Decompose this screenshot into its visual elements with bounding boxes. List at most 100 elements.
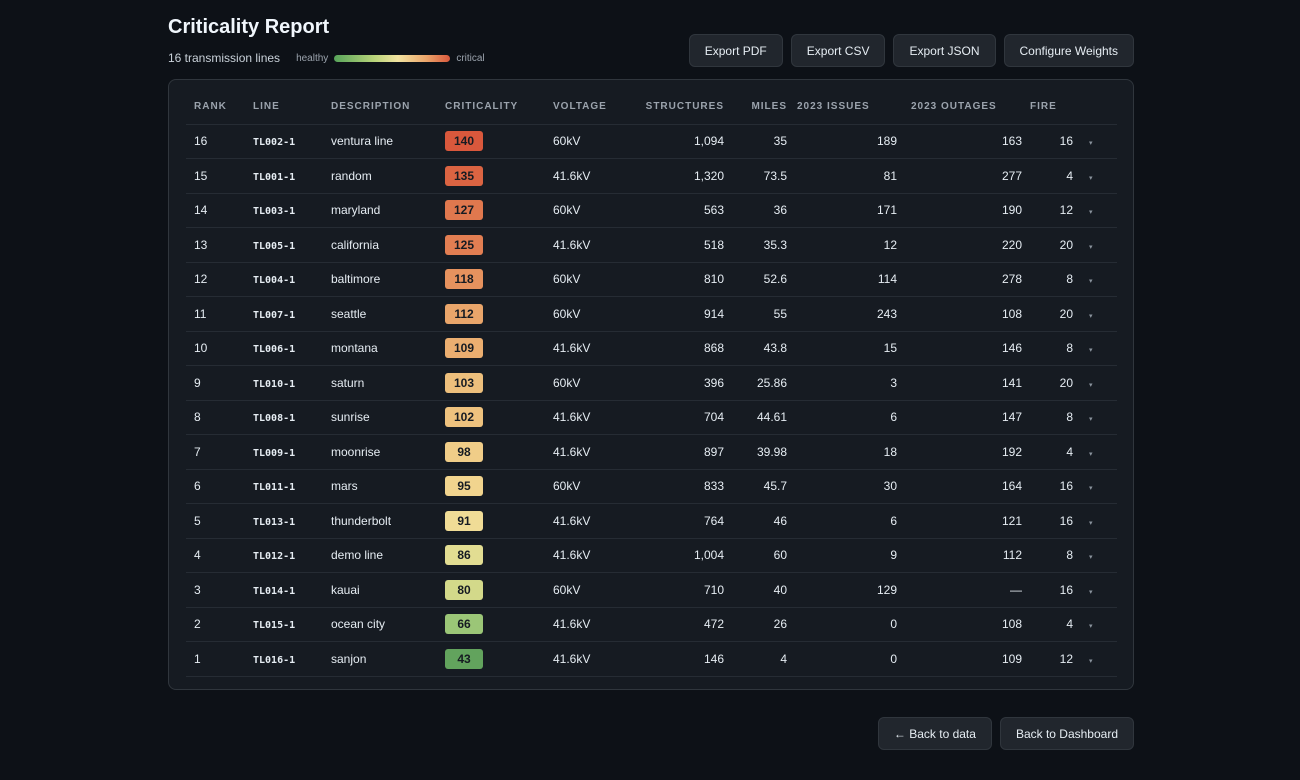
table-header-row: RANK LINE DESCRIPTION CRITICALITY VOLTAG… [186, 90, 1117, 125]
table-row[interactable]: 7 TL009-1 moonrise 98 41.6kV 897 39.98 18 192 4 ▾ [186, 434, 1117, 470]
expand-row-toggle[interactable]: ▾ [1073, 262, 1117, 297]
voltage-cell: 41.6kV [545, 607, 645, 642]
expand-row-toggle[interactable]: ▾ [1073, 124, 1117, 159]
table-row[interactable]: 5 TL013-1 thunderbolt 91 41.6kV 764 46 6 121 16 ▾ [186, 503, 1117, 539]
header-miles[interactable]: MILES [724, 90, 787, 125]
fire-cell: 20 [1022, 365, 1073, 401]
table-row[interactable]: 3 TL014-1 kauai 80 60kV 710 40 129—16 ▾ [186, 572, 1117, 608]
expand-row-toggle[interactable]: ▾ [1073, 572, 1117, 608]
criticality-badge: 102 [445, 407, 483, 428]
rank-cell: 9 [186, 365, 245, 401]
header-rank[interactable]: RANK [186, 90, 245, 125]
expand-row-toggle[interactable]: ▾ [1073, 641, 1117, 677]
criticality-cell: 43 [437, 641, 545, 677]
back-to-data-button[interactable]: ← Back to data [877, 717, 992, 750]
header-voltage[interactable]: VOLTAGE [545, 90, 645, 125]
header-fire[interactable]: FIRE [1022, 90, 1073, 125]
configure-weights-button[interactable]: Configure Weights [1003, 34, 1134, 67]
expand-row-toggle[interactable]: ▾ [1073, 434, 1117, 470]
table-row[interactable]: 1 TL016-1 sanjon 43 41.6kV 146 4 0 109 12 ▾ [186, 641, 1117, 677]
expand-row-toggle[interactable]: ▾ [1073, 607, 1117, 642]
header-criticality[interactable]: CRITICALITY [437, 90, 545, 125]
criticality-cell: 109 [437, 331, 545, 366]
line-id: TL010-1 [253, 378, 296, 390]
issues-cell: 0 [787, 607, 897, 642]
table-row[interactable]: 6 TL011-1 mars 95 60kV 833 45.7 30 164 16 ▾ [186, 469, 1117, 504]
footer-nav: ← Back to data Back to Dashboard [877, 717, 1134, 750]
outages-cell: 121 [897, 503, 1022, 539]
miles-cell: 26 [724, 607, 787, 642]
table-row[interactable]: 9 TL010-1 saturn 103 60kV 396 25.86 3 141 20 ▾ [186, 365, 1117, 401]
expand-row-toggle[interactable]: ▾ [1073, 400, 1117, 435]
description-cell: montana [323, 331, 437, 366]
header-structures[interactable]: STRUCTURES [645, 90, 724, 125]
chevron-down-icon: ▾ [1089, 243, 1093, 251]
structures-cell: 897 [645, 434, 724, 470]
fire-cell: 12 [1022, 193, 1073, 228]
table-row[interactable]: 8 TL008-1 sunrise 102 41.6kV 704 44.61 6 147 8 ▾ [186, 400, 1117, 435]
expand-row-toggle[interactable]: ▾ [1073, 296, 1117, 332]
criticality-cell: 91 [437, 503, 545, 539]
fire-cell: 16 [1022, 124, 1073, 159]
header-outages[interactable]: 2023 OUTAGES [897, 90, 1022, 125]
structures-cell: 710 [645, 572, 724, 608]
header-issues[interactable]: 2023 ISSUES [787, 90, 897, 125]
fire-cell: 12 [1022, 641, 1073, 677]
expand-row-toggle[interactable]: ▾ [1073, 227, 1117, 263]
miles-cell: 60 [724, 538, 787, 573]
criticality-badge: 86 [445, 545, 483, 566]
export-json-button[interactable]: Export JSON [893, 34, 996, 67]
table-row[interactable]: 10 TL006-1 montana 109 41.6kV 868 43.8 15 146 8 ▾ [186, 331, 1117, 366]
fire-cell: 8 [1022, 538, 1073, 573]
line-id: TL005-1 [253, 240, 296, 252]
line-count: 16 transmission lines [168, 51, 281, 65]
expand-row-toggle[interactable]: ▾ [1073, 193, 1117, 228]
line-id: TL008-1 [253, 413, 296, 425]
legend-low-label: healthy [296, 52, 329, 64]
header-line[interactable]: LINE [245, 90, 323, 125]
voltage-cell: 60kV [545, 469, 645, 504]
miles-cell: 73.5 [724, 158, 787, 194]
table-row[interactable]: 12 TL004-1 baltimore 118 60kV 810 52.6 114 278 8 ▾ [186, 262, 1117, 297]
description-cell: ocean city [323, 607, 437, 642]
issues-cell: 129 [787, 572, 897, 608]
table-row[interactable]: 2 TL015-1 ocean city 66 41.6kV 472 26 0 108 4 ▾ [186, 607, 1117, 642]
fire-cell: 16 [1022, 572, 1073, 608]
expand-row-toggle[interactable]: ▾ [1073, 365, 1117, 401]
table-row[interactable]: 14 TL003-1 maryland 127 60kV 563 36 171 190 12 ▾ [186, 193, 1117, 228]
rank-cell: 3 [186, 572, 245, 608]
description-cell: saturn [323, 365, 437, 401]
voltage-cell: 41.6kV [545, 503, 645, 539]
table-row[interactable]: 13 TL005-1 california 125 41.6kV 518 35.3 12 220… [186, 227, 1117, 263]
criticality-cell: 102 [437, 400, 545, 435]
table-row[interactable]: 16 TL002-1 ventura line 140 60kV 1,094 35 189 16… [186, 124, 1117, 159]
issues-cell: 30 [787, 469, 897, 504]
line-id: TL009-1 [253, 447, 296, 459]
export-pdf-button[interactable]: Export PDF [688, 34, 783, 67]
chevron-down-icon: ▾ [1089, 485, 1093, 493]
line-id-cell: TL012-1 [245, 538, 323, 573]
header-description[interactable]: DESCRIPTION [323, 90, 437, 125]
structures-cell: 518 [645, 227, 724, 263]
table-row[interactable]: 4 TL012-1 demo line 86 41.6kV 1,004 60 9 112 8 ▾ [186, 538, 1117, 573]
expand-row-toggle[interactable]: ▾ [1073, 469, 1117, 504]
expand-row-toggle[interactable]: ▾ [1073, 158, 1117, 194]
line-id-cell: TL003-1 [245, 193, 323, 228]
line-id-cell: TL008-1 [245, 400, 323, 435]
criticality-badge: 125 [445, 234, 483, 255]
export-csv-button[interactable]: Export CSV [790, 34, 886, 67]
fire-cell: 8 [1022, 331, 1073, 366]
line-id: TL013-1 [253, 516, 296, 528]
expand-row-toggle[interactable]: ▾ [1073, 538, 1117, 573]
structures-cell: 1,004 [645, 538, 724, 573]
table-row[interactable]: 15 TL001-1 random 135 41.6kV 1,320 73.5 81 277 4 ▾ [186, 158, 1117, 194]
outages-cell: — [897, 572, 1022, 608]
structures-cell: 764 [645, 503, 724, 539]
table-row[interactable]: 11 TL007-1 seattle 112 60kV 914 55 243 108 20 ▾ [186, 296, 1117, 332]
line-id-cell: TL016-1 [245, 641, 323, 677]
back-to-dashboard-button[interactable]: Back to Dashboard [999, 717, 1134, 750]
description-cell: maryland [323, 193, 437, 228]
expand-row-toggle[interactable]: ▾ [1073, 503, 1117, 539]
expand-row-toggle[interactable]: ▾ [1073, 331, 1117, 366]
export-toolbar: Export PDF Export CSV Export JSON Config… [688, 34, 1134, 67]
